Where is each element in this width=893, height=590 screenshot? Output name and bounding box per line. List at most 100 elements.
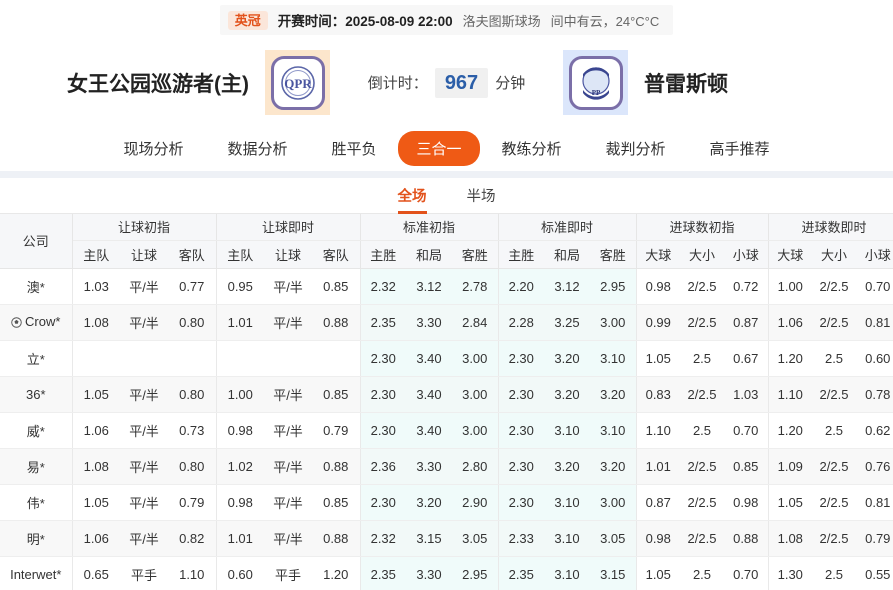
odds-cell-so-2: 2.95 [452,556,499,590]
table-row[interactable]: 立* 2.30 3.40 3.00 2.30 3.20 3.10 1.05 2.5 0.67 1.2… [0,340,893,377]
odds-cell-gl-2: 0.76 [856,448,893,485]
odds-cell-ho-0 [72,340,120,377]
odds-cell-ho-1: 平/半 [120,448,168,485]
odds-cell-gl-1: 2/2.5 [812,484,857,521]
countdown-label: 倒计时： [367,75,428,92]
odds-cell-gl-2: 0.60 [856,340,893,377]
nav-tab-0[interactable]: 现场分析 [123,140,184,158]
company-name: 威* [26,423,45,439]
nav-tab-2[interactable]: 胜平负 [331,140,377,158]
odds-cell-hl-0 [216,340,264,377]
table-row[interactable]: 明* 1.06 平/半 0.82 1.01 平/半 0.88 2.32 3.15 3.05 2.33… [0,520,893,557]
table-row[interactable]: 易* 1.08 平/半 0.80 1.02 平/半 0.88 2.36 3.30 2.80 2.30… [0,448,893,485]
odds-cell-sl-2: 3.10 [590,412,637,449]
col-header-1-0: 主队 [216,240,264,269]
odds-cell-so-0: 2.32 [360,268,406,305]
nav-tab-1[interactable]: 数据分析 [227,140,288,158]
odds-cell-go-0: 0.98 [636,520,680,557]
table-row[interactable]: Crow* 1.08 平/半 0.80 1.01 平/半 0.88 2.35 3.30 2.84 2… [0,304,893,341]
odds-cell-hl-2: 0.88 [312,304,361,341]
odds-cell-gl-1: 2.5 [812,556,857,590]
odds-cell-so-0: 2.30 [360,412,406,449]
odds-cell-go-0: 1.01 [636,448,680,485]
odds-cell-gl-0: 1.09 [768,448,813,485]
table-row[interactable]: Interwet* 0.65 平手 1.10 0.60 平手 1.20 2.35 3.30 2.9… [0,556,893,590]
company-cell: Interwet* [0,556,73,590]
odds-cell-sl-0: 2.28 [498,304,544,341]
period-subtab-0[interactable]: 全场 [397,178,427,214]
odds-cell-go-1: 2/2.5 [680,376,724,413]
odds-cell-hl-2 [312,340,361,377]
weather-label: 间中有云，24°C°C [550,13,660,29]
countdown-unit: 分钟 [495,75,526,92]
odds-cell-gl-1: 2/2.5 [812,520,857,557]
odds-cell-so-2: 3.05 [452,520,499,557]
odds-cell-hl-2: 0.79 [312,412,361,449]
odds-cell-go-2: 0.85 [724,448,769,485]
odds-cell-go-1: 2/2.5 [680,268,724,305]
odds-cell-sl-0: 2.20 [498,268,544,305]
table-row[interactable]: 36* 1.05 平/半 0.80 1.00 平/半 0.85 2.30 3.40 3.00 2.3… [0,376,893,413]
odds-cell-sl-2: 3.20 [590,376,637,413]
nav-tab-4[interactable]: 教练分析 [501,140,562,158]
odds-cell-sl-2: 3.20 [590,448,637,485]
odds-cell-hl-1: 平/半 [264,484,312,521]
company-cell: 立* [0,340,73,377]
odds-cell-gl-0: 1.05 [768,484,813,521]
nav-tab-3[interactable]: 三合一 [398,130,480,166]
odds-table-head: 公司 让球初指 让球即时 标准初指 标准即时 进球数初指 进球数即时 主队 让球 客队 主队 让球… [0,214,893,269]
kickoff-time: 开赛时间：2025-08-09 22:00 [277,14,453,29]
odds-cell-hl-1: 平/半 [264,304,312,341]
odds-cell-sl-1: 3.10 [544,556,590,590]
odds-cell-go-0: 0.99 [636,304,680,341]
svg-text:QPR: QPR [284,76,312,91]
company-name: 立* [26,351,45,367]
nav-tab-5[interactable]: 裁判分析 [605,140,666,158]
col-header-2-1: 和局 [406,240,452,269]
odds-cell-so-1: 3.30 [406,448,452,485]
odds-cell-go-2: 0.70 [724,412,769,449]
company-name: 易* [26,459,45,475]
odds-cell-go-0: 0.83 [636,376,680,413]
col-header-4-1: 大小 [680,240,724,269]
odds-cell-gl-1: 2/2.5 [812,304,857,341]
odds-cell-hl-2: 0.85 [312,376,361,413]
company-name: 伟* [26,495,45,511]
odds-cell-gl-2: 0.81 [856,304,893,341]
odds-cell-hl-2: 0.88 [312,520,361,557]
odds-cell-gl-2: 0.81 [856,484,893,521]
odds-cell-ho-2: 0.82 [168,520,217,557]
company-name: 明* [26,531,45,547]
odds-cell-so-0: 2.32 [360,520,406,557]
odds-cell-so-1: 3.40 [406,412,452,449]
odds-cell-ho-1: 平/半 [120,376,168,413]
odds-cell-hl-1: 平/半 [264,376,312,413]
odds-cell-gl-2: 0.62 [856,412,893,449]
odds-cell-gl-1: 2/2.5 [812,448,857,485]
odds-cell-go-0: 1.05 [636,340,680,377]
table-row[interactable]: 伟* 1.05 平/半 0.79 0.98 平/半 0.85 2.30 3.20 2.90 2.30… [0,484,893,521]
odds-cell-hl-2: 0.85 [312,268,361,305]
odds-cell-hl-2: 0.85 [312,484,361,521]
odds-cell-so-1: 3.15 [406,520,452,557]
odds-cell-ho-0: 1.08 [72,304,120,341]
odds-cell-ho-1: 平手 [120,556,168,590]
group-header-4: 进球数初指 [636,214,769,241]
period-subtab-1[interactable]: 半场 [466,189,496,205]
odds-cell-gl-2: 0.70 [856,268,893,305]
table-row[interactable]: 澳* 1.03 平/半 0.77 0.95 平/半 0.85 2.32 3.12 2.78 2.20… [0,268,893,305]
nav-tab-6[interactable]: 高手推荐 [709,140,770,158]
odds-cell-go-1: 2.5 [680,412,724,449]
table-row[interactable]: 威* 1.06 平/半 0.73 0.98 平/半 0.79 2.30 3.40 3.00 2.30… [0,412,893,449]
odds-cell-gl-0: 1.08 [768,520,813,557]
group-header-0: 让球初指 [72,214,217,241]
odds-cell-hl-0: 0.98 [216,412,264,449]
nav-divider [0,171,893,178]
col-header-4-2: 小球 [724,240,769,269]
odds-cell-sl-1: 3.10 [544,484,590,521]
odds-cell-ho-1: 平/半 [120,520,168,557]
odds-cell-gl-1: 2/2.5 [812,268,857,305]
odds-cell-so-1: 3.30 [406,556,452,590]
odds-cell-hl-1: 平/半 [264,412,312,449]
odds-cell-sl-2: 2.95 [590,268,637,305]
